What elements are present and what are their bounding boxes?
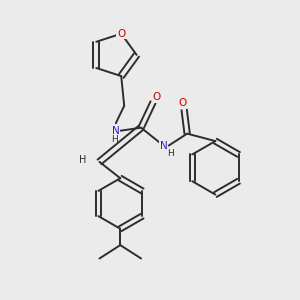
Text: N: N — [160, 141, 168, 151]
Text: H: H — [111, 134, 118, 143]
Text: O: O — [117, 29, 125, 39]
Text: H: H — [80, 155, 87, 165]
Text: N: N — [112, 126, 120, 136]
Text: O: O — [152, 92, 161, 102]
Text: O: O — [178, 98, 187, 108]
Text: H: H — [167, 149, 174, 158]
